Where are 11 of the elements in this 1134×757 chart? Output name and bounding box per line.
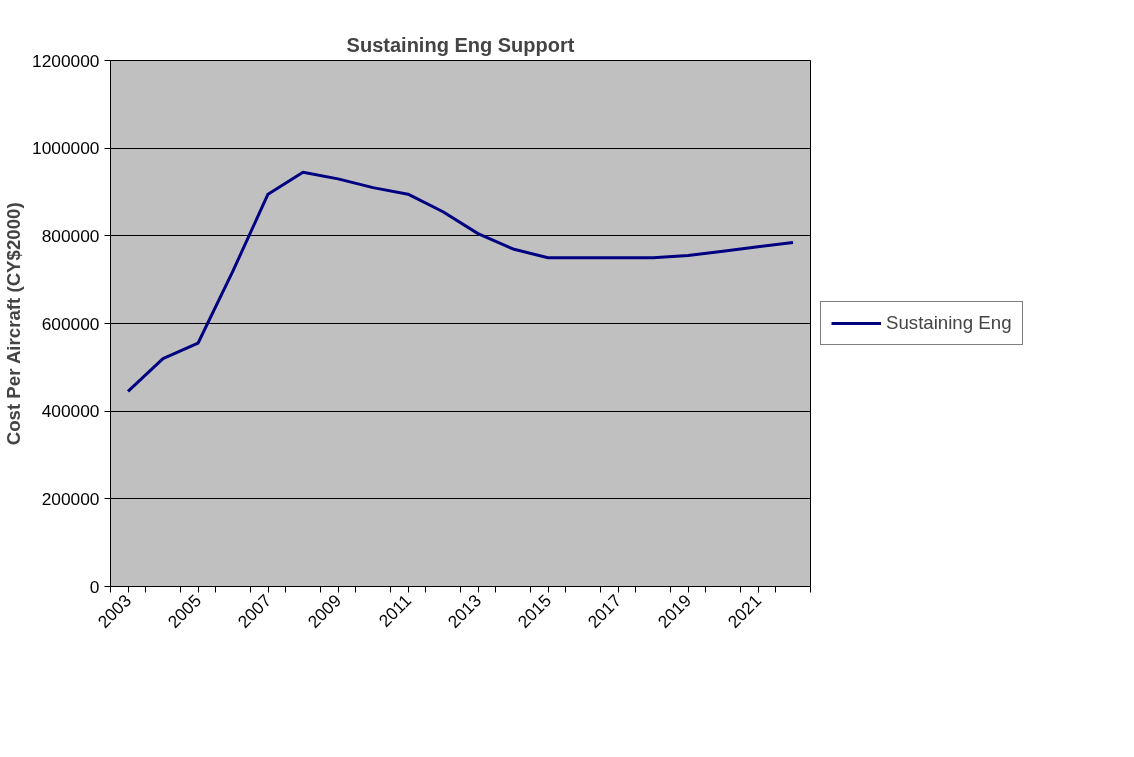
y-tick-label: 200000 — [41, 488, 100, 509]
legend-label: Sustaining Eng — [886, 312, 1012, 334]
y-tick-label: 1200000 — [32, 50, 100, 71]
y-tick-label: 800000 — [41, 225, 100, 246]
y-tick-label: 1000000 — [32, 138, 100, 159]
chart-title: Sustaining Eng Support — [346, 33, 575, 56]
y-tick-label: 0 — [89, 576, 100, 597]
y-tick-label: 400000 — [41, 401, 100, 422]
line-series — [126, 170, 795, 393]
y-axis-title: Cost Per Aircraft (CY$2000) — [3, 202, 25, 446]
y-tick-label: 600000 — [41, 313, 100, 334]
